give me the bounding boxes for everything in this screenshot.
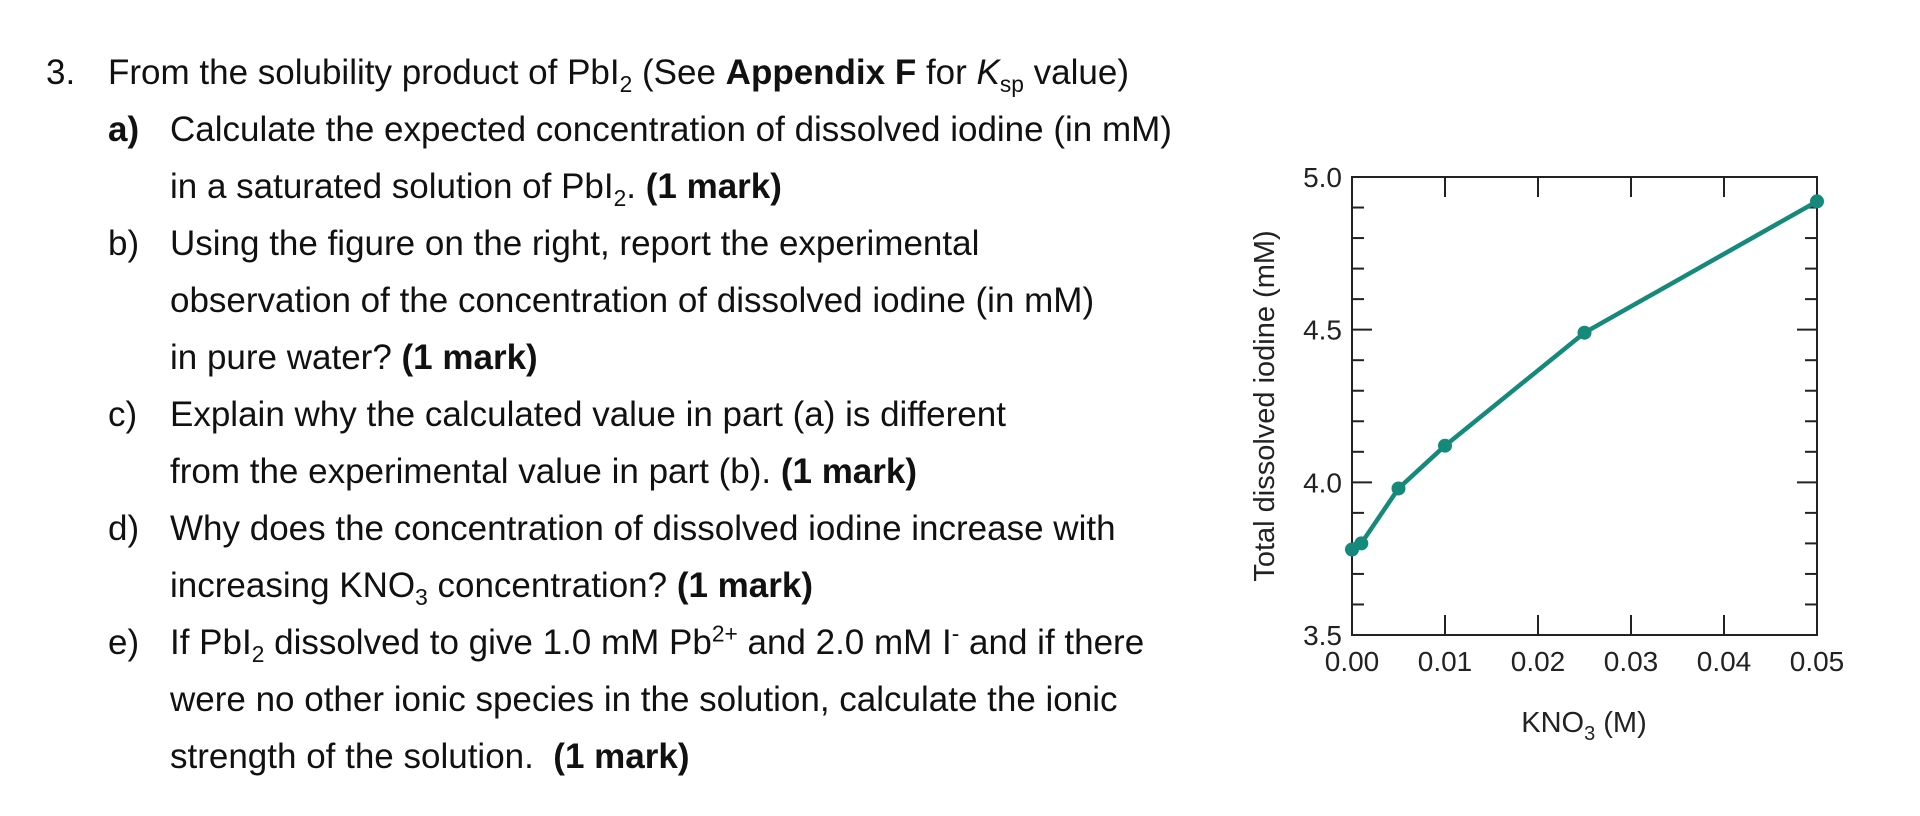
- part-line: Why does the concentration of dissolved …: [170, 509, 1116, 548]
- question-header: 3. From the solubility product of PbI2 (…: [46, 44, 1261, 101]
- part-e: e) If PbI2 dissolved to give 1.0 mM Pb2+…: [108, 614, 1261, 785]
- intro-text: From the solubility product of PbI: [108, 53, 620, 92]
- superscript: 2+: [711, 620, 738, 647]
- part-text: increasing KNO: [170, 566, 416, 605]
- question-3: 3. From the solubility product of PbI2 (…: [46, 44, 1261, 785]
- part-line: If PbI2 dissolved to give 1.0 mM Pb2+ an…: [170, 614, 1261, 671]
- intro-text: for: [916, 53, 977, 92]
- part-body: Using the figure on the right, report th…: [170, 215, 1261, 386]
- part-text: in a saturated solution of PbI: [170, 167, 614, 206]
- question-intro: From the solubility product of PbI2 (See…: [108, 44, 1129, 101]
- x-axis-label: KNO3 (M): [1521, 707, 1647, 745]
- part-b: b) Using the figure on the right, report…: [108, 215, 1261, 386]
- x-axis-label-subscript: 3: [1584, 723, 1595, 745]
- part-body: Calculate the expected concentration of …: [170, 101, 1261, 215]
- part-line: from the experimental value in part (b).…: [170, 443, 1261, 500]
- part-line: were no other ionic species in the solut…: [170, 680, 1118, 719]
- part-text: in pure water?: [170, 338, 392, 377]
- part-text: dissolved to give 1.0 mM Pb: [264, 623, 712, 662]
- part-d: d) Why does the concentration of dissolv…: [108, 500, 1261, 614]
- intro-text: value): [1023, 53, 1129, 92]
- data-point: [1354, 536, 1369, 551]
- part-body: Explain why the calculated value in part…: [170, 386, 1261, 500]
- data-point: [1810, 194, 1824, 209]
- part-body: Why does the concentration of dissolved …: [170, 500, 1261, 614]
- part-line: in pure water? (1 mark): [170, 329, 1261, 386]
- x-tick-label: 0.04: [1697, 646, 1752, 677]
- axis-ticks: 3.5 4.0 4.5 5.0 0.00 0.01 0.02 0.03 0.04 0.05: [1303, 162, 1844, 677]
- part-line: strength of the solution. (1 mark): [170, 728, 1261, 785]
- data-points: [1345, 194, 1824, 557]
- x-tick-label: 0.03: [1604, 646, 1659, 677]
- y-tick-label: 3.5: [1303, 620, 1342, 651]
- subscript: 2: [613, 185, 627, 211]
- x-tick-label: 0.00: [1325, 646, 1380, 677]
- part-text: and 2.0 mM I: [737, 623, 952, 662]
- x-axis-label-text: KNO: [1521, 707, 1584, 739]
- plot-frame: [1351, 176, 1818, 636]
- part-label: b): [108, 224, 140, 263]
- mark-label: (1 mark): [780, 452, 918, 491]
- part-line: Explain why the calculated value in part…: [170, 395, 1006, 434]
- part-text: concentration?: [427, 566, 668, 605]
- part-label: d): [108, 509, 140, 548]
- part-line: increasing KNO3 concentration? (1 mark): [170, 557, 1261, 614]
- mark-label: (1 mark): [553, 737, 690, 776]
- part-a: a) Calculate the expected concentration …: [108, 101, 1261, 215]
- data-point: [1438, 438, 1452, 453]
- part-label: a): [108, 110, 140, 149]
- x-tick-label: 0.02: [1511, 646, 1566, 677]
- superscript: -: [951, 620, 960, 647]
- intro-subscript: 2: [619, 71, 633, 97]
- mark-label: (1 mark): [676, 566, 813, 605]
- subscript: 2: [251, 641, 265, 667]
- appendix-reference: Appendix F: [725, 53, 917, 92]
- y-tick-label: 4.5: [1303, 315, 1342, 346]
- x-axis-label-unit: (M): [1595, 707, 1647, 739]
- part-label: c): [108, 395, 138, 434]
- data-point: [1577, 325, 1592, 340]
- mark-label: (1 mark): [645, 167, 782, 206]
- part-text: from the experimental value in part (b).: [170, 452, 772, 491]
- mark-label: (1 mark): [401, 338, 538, 377]
- data-point: [1391, 481, 1406, 496]
- part-line: observation of the concentration of diss…: [170, 281, 1095, 320]
- part-label: e): [108, 623, 140, 662]
- x-tick-label: 0.01: [1418, 646, 1473, 677]
- ksp-subscript: sp: [999, 71, 1024, 97]
- part-text: If PbI: [170, 623, 252, 662]
- series-line: [1350, 199, 1819, 552]
- y-axis-label: Total dissolved iodine (mM): [1249, 230, 1281, 581]
- part-line: Using the figure on the right, report th…: [170, 224, 980, 263]
- part-line: Calculate the expected concentration of …: [170, 110, 1172, 149]
- part-text: and if there: [959, 623, 1145, 662]
- part-text: strength of the solution.: [170, 737, 534, 776]
- part-text: .: [626, 167, 637, 206]
- part-body: If PbI2 dissolved to give 1.0 mM Pb2+ an…: [170, 614, 1261, 785]
- question-number: 3.: [46, 53, 76, 92]
- y-tick-label: 4.0: [1303, 467, 1342, 498]
- intro-text: (See: [632, 53, 726, 92]
- subscript: 3: [415, 584, 428, 610]
- part-c: c) Explain why the calculated value in p…: [108, 386, 1261, 500]
- y-tick-label: 5.0: [1303, 162, 1342, 193]
- part-line: in a saturated solution of PbI2. (1 mark…: [170, 158, 1261, 215]
- iodine-vs-kno3-chart: 3.5 4.0 4.5 5.0 0.00 0.01 0.02 0.03 0.04 0.05 Tot…: [1249, 162, 1844, 745]
- x-tick-label: 0.05: [1790, 646, 1845, 677]
- ksp-symbol: K: [976, 53, 1000, 92]
